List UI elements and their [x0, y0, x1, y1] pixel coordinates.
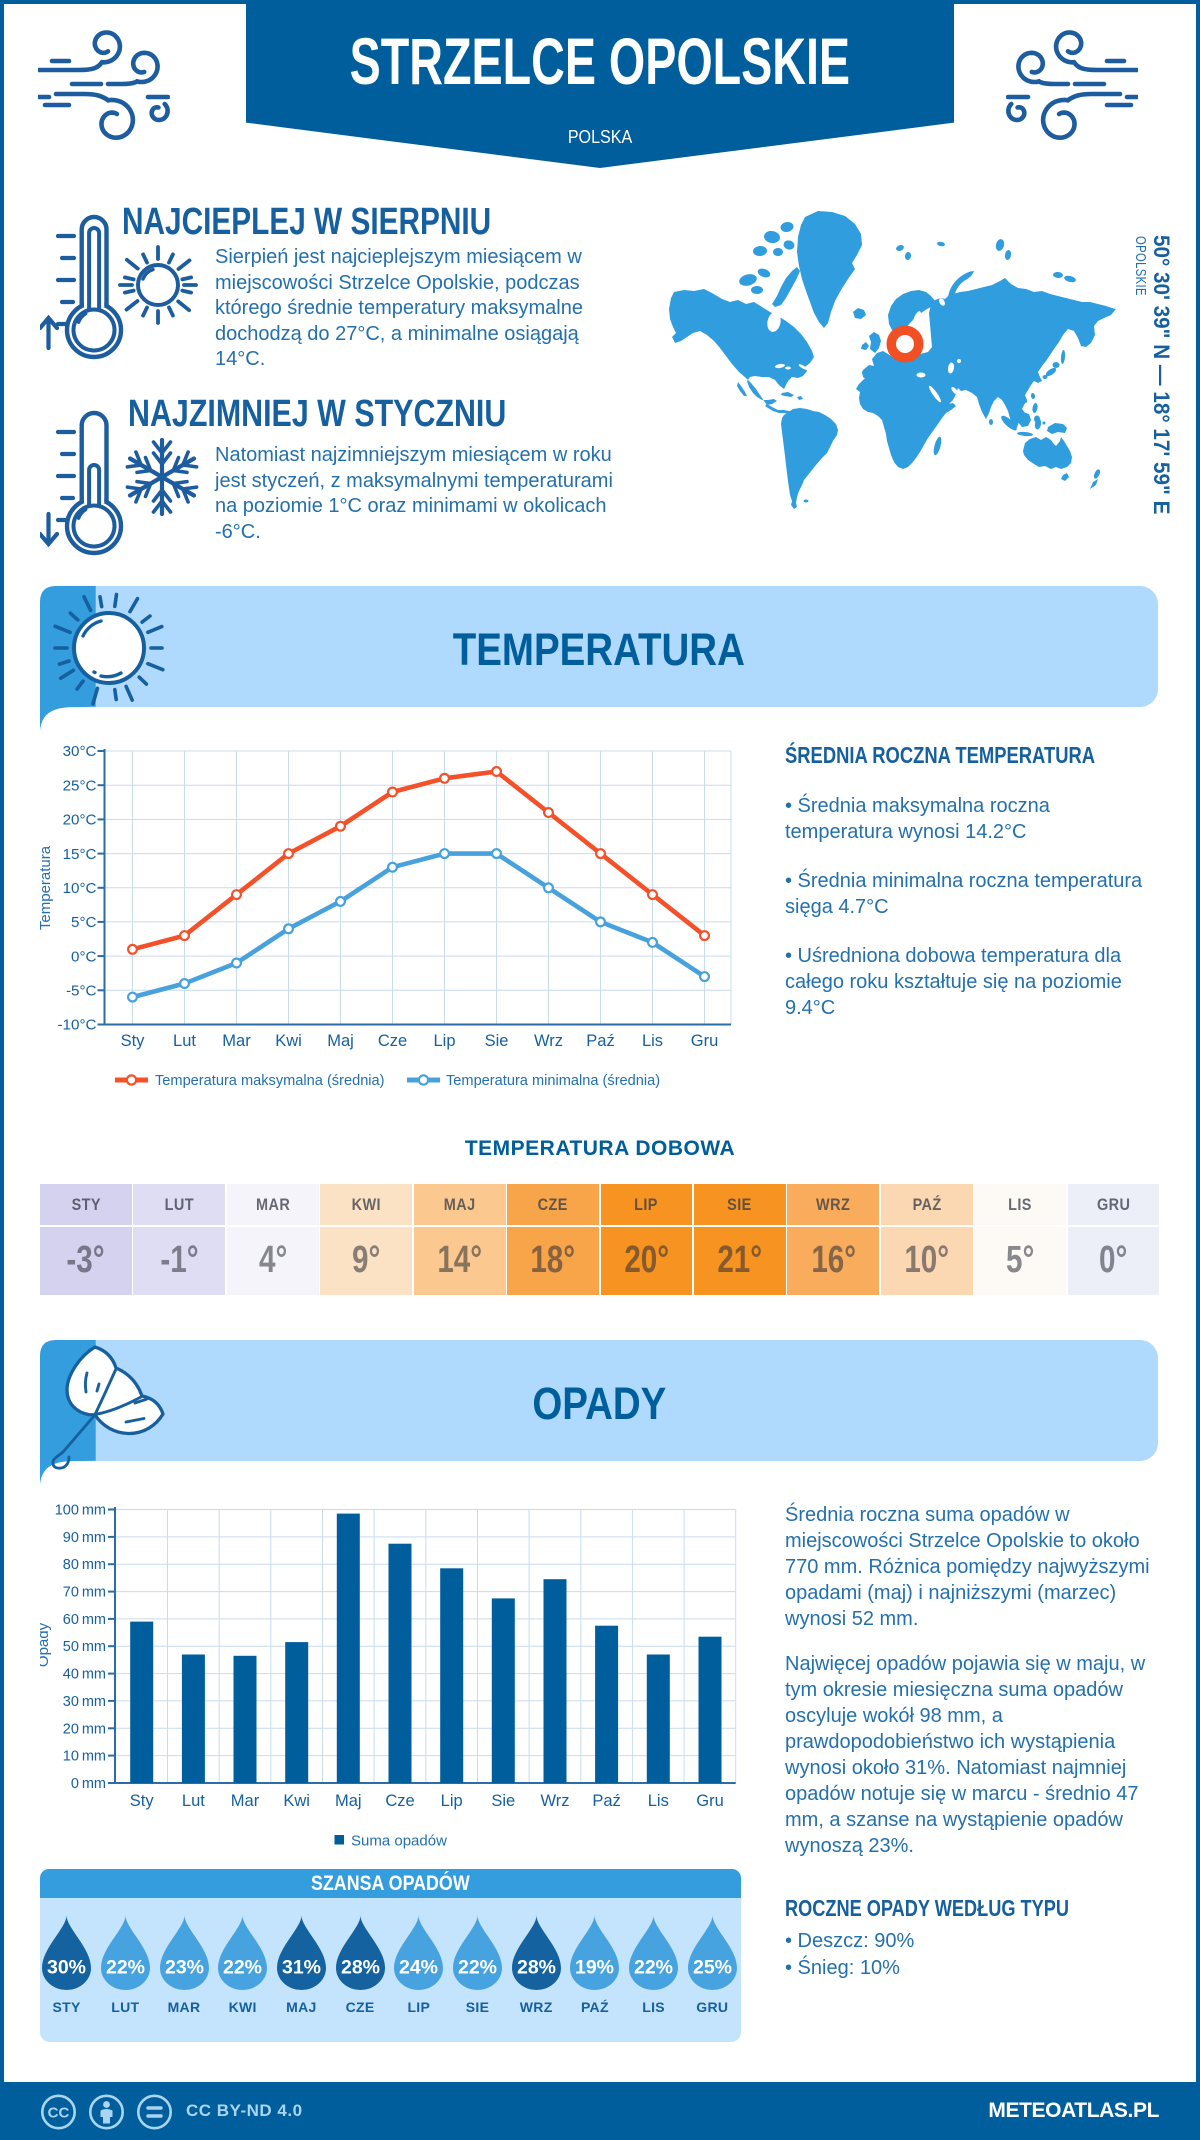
- svg-text:31%: 31%: [282, 1957, 321, 1979]
- svg-text:30%: 30%: [47, 1957, 86, 1979]
- svg-text:22%: 22%: [458, 1957, 497, 1979]
- svg-text:Opady: Opady: [40, 1622, 52, 1667]
- svg-text:Wrz: Wrz: [534, 1032, 563, 1050]
- svg-text:-10°C: -10°C: [58, 1017, 97, 1034]
- svg-text:Gru: Gru: [696, 1792, 724, 1810]
- svg-text:100 mm: 100 mm: [55, 1503, 106, 1519]
- svg-text:19%: 19%: [575, 1957, 614, 1979]
- svg-text:Temperatura minimalna (średnia: Temperatura minimalna (średnia): [446, 1073, 660, 1089]
- svg-text:CC: CC: [48, 2105, 70, 2122]
- svg-text:Maj: Maj: [335, 1792, 362, 1810]
- svg-text:Mar: Mar: [231, 1792, 260, 1810]
- svg-text:Lip: Lip: [433, 1032, 455, 1050]
- svg-text:Sie: Sie: [485, 1032, 509, 1050]
- svg-text:-5°C: -5°C: [66, 983, 97, 1000]
- svg-text:0 mm: 0 mm: [71, 1776, 106, 1792]
- svg-text:20°C: 20°C: [63, 812, 97, 829]
- svg-text:Mar: Mar: [222, 1032, 251, 1050]
- svg-text:15°C: 15°C: [63, 846, 97, 863]
- svg-text:80 mm: 80 mm: [63, 1557, 106, 1573]
- svg-text:90 mm: 90 mm: [63, 1530, 106, 1546]
- svg-text:22%: 22%: [634, 1957, 673, 1979]
- svg-text:30 mm: 30 mm: [63, 1694, 106, 1710]
- svg-text:20 mm: 20 mm: [63, 1721, 106, 1737]
- svg-text:70 mm: 70 mm: [63, 1585, 106, 1601]
- svg-text:22%: 22%: [223, 1957, 262, 1979]
- svg-text:22%: 22%: [106, 1957, 145, 1979]
- svg-text:5°C: 5°C: [71, 914, 97, 931]
- svg-text:Temperatura maksymalna (średni: Temperatura maksymalna (średnia): [155, 1073, 385, 1089]
- svg-text:60 mm: 60 mm: [63, 1612, 106, 1628]
- svg-text:Sty: Sty: [130, 1792, 155, 1810]
- svg-text:28%: 28%: [341, 1957, 380, 1979]
- svg-text:Lis: Lis: [642, 1032, 663, 1050]
- svg-text:Gru: Gru: [691, 1032, 719, 1050]
- svg-text:10 mm: 10 mm: [63, 1749, 106, 1765]
- svg-text:24%: 24%: [399, 1957, 438, 1979]
- svg-text:23%: 23%: [164, 1957, 203, 1979]
- svg-text:25°C: 25°C: [63, 777, 97, 794]
- svg-text:28%: 28%: [517, 1957, 556, 1979]
- svg-text:Sty: Sty: [121, 1032, 146, 1050]
- svg-text:Maj: Maj: [327, 1032, 354, 1050]
- svg-text:Cze: Cze: [378, 1032, 407, 1050]
- svg-text:25%: 25%: [693, 1957, 732, 1979]
- svg-text:0°C: 0°C: [71, 948, 97, 965]
- svg-text:Temperatura: Temperatura: [40, 845, 54, 930]
- svg-text:Wrz: Wrz: [540, 1792, 569, 1810]
- svg-text:Lip: Lip: [441, 1792, 463, 1810]
- svg-text:Paź: Paź: [586, 1032, 614, 1050]
- svg-text:40 mm: 40 mm: [63, 1667, 106, 1683]
- svg-text:50 mm: 50 mm: [63, 1639, 106, 1655]
- svg-text:30°C: 30°C: [63, 743, 97, 760]
- svg-text:Suma opadów: Suma opadów: [351, 1833, 447, 1850]
- svg-text:Lut: Lut: [182, 1792, 205, 1810]
- svg-text:Kwi: Kwi: [283, 1792, 310, 1810]
- svg-text:Kwi: Kwi: [275, 1032, 302, 1050]
- svg-text:Lis: Lis: [648, 1792, 669, 1810]
- svg-text:Cze: Cze: [385, 1792, 414, 1810]
- svg-text:Sie: Sie: [491, 1792, 515, 1810]
- svg-text:Paź: Paź: [592, 1792, 620, 1810]
- svg-text:10°C: 10°C: [63, 880, 97, 897]
- svg-text:Lut: Lut: [173, 1032, 196, 1050]
